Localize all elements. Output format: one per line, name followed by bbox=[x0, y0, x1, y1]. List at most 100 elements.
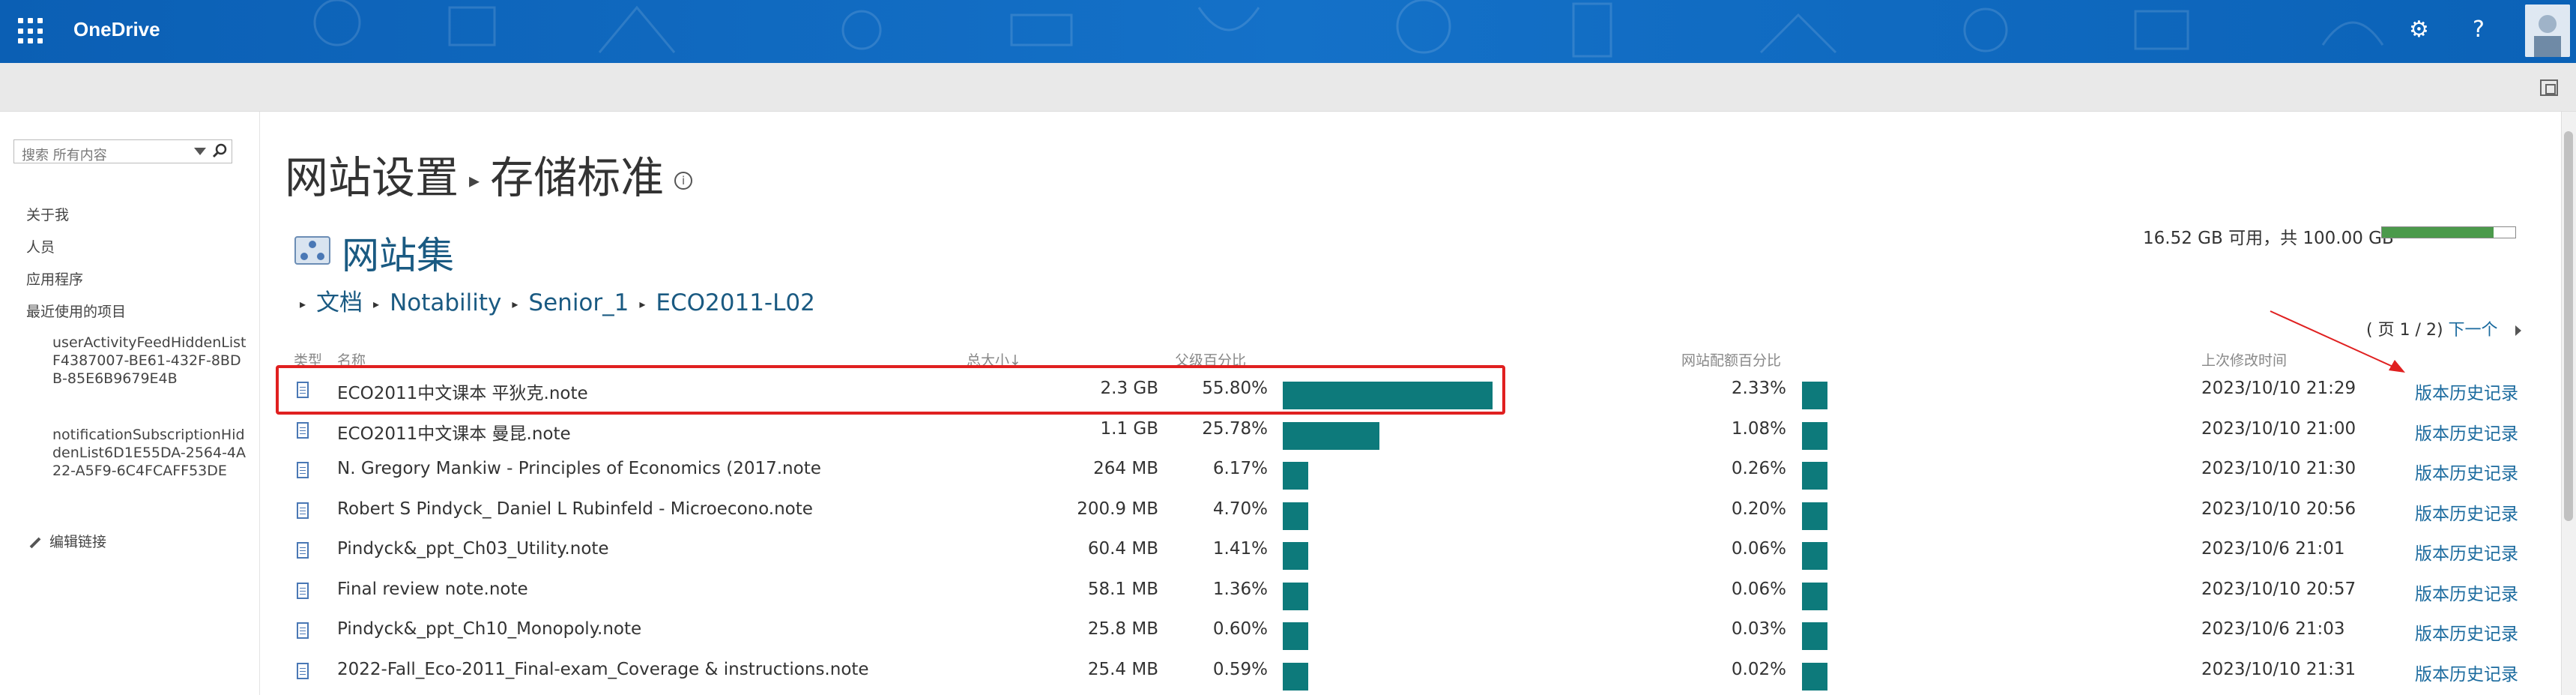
gear-icon[interactable]: ⚙ bbox=[2409, 16, 2429, 43]
column-header-parent-percent[interactable]: 父级百分比 bbox=[1175, 352, 1247, 369]
site-collection-icon bbox=[294, 236, 330, 265]
file-name[interactable]: Pindyck&_ppt_Ch03_Utility.note bbox=[337, 539, 609, 559]
help-icon[interactable]: ? bbox=[2473, 16, 2485, 43]
nav-link-recent[interactable]: 最近使用的项目 bbox=[26, 304, 127, 320]
search-input[interactable]: 搜索 所有内容 bbox=[13, 139, 232, 163]
avatar[interactable] bbox=[2525, 4, 2570, 57]
file-size: 60.4 MB bbox=[1087, 539, 1158, 559]
edit-links-label: 编辑链接 bbox=[49, 534, 107, 550]
modified-date: 2023/10/10 20:57 bbox=[2201, 579, 2356, 599]
top-bar: OneDrive ⚙ ? bbox=[0, 0, 2576, 63]
modified-date: 2023/10/6 21:03 bbox=[2201, 619, 2345, 639]
breadcrumb-item[interactable]: Notability bbox=[390, 289, 502, 316]
column-header-type[interactable]: 类型 bbox=[294, 352, 323, 369]
scrollbar-thumb[interactable] bbox=[2564, 131, 2573, 521]
next-page-link[interactable]: 下一个 bbox=[2448, 321, 2498, 340]
next-arrow-icon[interactable] bbox=[2515, 325, 2521, 336]
file-name[interactable]: N. Gregory Mankiw - Principles of Econom… bbox=[337, 459, 821, 478]
modified-date: 2023/10/10 21:31 bbox=[2201, 659, 2356, 679]
file-size: 200.9 MB bbox=[1077, 499, 1158, 519]
column-header-size[interactable]: 总大小↓ bbox=[967, 352, 1021, 369]
left-navigation: 搜索 所有内容 关于我 人员 应用程序 最近使用的项目 userActivity… bbox=[0, 112, 260, 695]
site-percent: 0.03% bbox=[1731, 619, 1786, 639]
parent-percent: 1.41% bbox=[1212, 539, 1268, 559]
site-percent: 1.08% bbox=[1731, 418, 1786, 439]
breadcrumb: ▸ 文档 ▸ Notability ▸ Senior_1 ▸ ECO2011-L02 bbox=[300, 283, 815, 317]
file-name[interactable]: ECO2011中文课本 曼昆.note bbox=[337, 424, 571, 444]
version-history-link[interactable]: 版本历史记录 bbox=[2415, 625, 2518, 644]
column-header-modified[interactable]: 上次修改时间 bbox=[2201, 352, 2288, 369]
brand-name[interactable]: OneDrive bbox=[73, 18, 160, 40]
modified-date: 2023/10/6 21:01 bbox=[2201, 539, 2345, 559]
avatar-image bbox=[2525, 4, 2570, 57]
annotation-arrow bbox=[2270, 310, 2405, 373]
site-collection-title[interactable]: 网站集 bbox=[342, 234, 454, 277]
document-icon bbox=[297, 542, 309, 559]
file-name[interactable]: Final review note.note bbox=[337, 579, 528, 599]
search-placeholder: 搜索 所有内容 bbox=[22, 148, 107, 163]
edit-links-button[interactable]: 编辑链接 bbox=[28, 531, 106, 551]
version-history-link[interactable]: 版本历史记录 bbox=[2415, 504, 2518, 524]
parent-percent: 1.36% bbox=[1212, 579, 1268, 599]
app-launcher-icon[interactable] bbox=[18, 18, 45, 45]
file-name[interactable]: ECO2011中文课本 平狄克.note bbox=[337, 384, 588, 403]
column-header-site-percent[interactable]: 网站配额百分比 bbox=[1681, 352, 1782, 369]
parent-percent-bar bbox=[1283, 382, 1493, 409]
file-size: 25.8 MB bbox=[1087, 619, 1158, 639]
nav-recent-item[interactable]: notificationSubscriptionHiddenList6D1E55… bbox=[52, 427, 247, 479]
version-history-link[interactable]: 版本历史记录 bbox=[2415, 464, 2518, 484]
parent-percent-bar bbox=[1283, 662, 1308, 691]
site-percent: 0.20% bbox=[1731, 499, 1786, 519]
parent-percent-bar bbox=[1283, 462, 1308, 490]
site-percent-bar bbox=[1802, 662, 1827, 691]
site-percent-bar bbox=[1802, 462, 1827, 490]
table-row: 2022-Fall_Eco-2011_Final-exam_Coverage &… bbox=[285, 652, 2533, 692]
quota-bar-fill bbox=[2382, 227, 2494, 238]
site-percent-bar bbox=[1802, 382, 1827, 409]
version-history-link[interactable]: 版本历史记录 bbox=[2415, 384, 2518, 403]
parent-percent: 25.78% bbox=[1202, 418, 1268, 439]
table-row: Robert S Pindyck_ Daniel L Rubinfeld - M… bbox=[285, 492, 2533, 532]
pager: ( 页 1 / 2) 下一个 bbox=[2366, 316, 2521, 340]
breadcrumb-item[interactable]: ECO2011-L02 bbox=[656, 289, 815, 316]
quota-bar bbox=[2381, 226, 2516, 238]
highlight-box bbox=[276, 365, 1505, 415]
table-row: Pindyck&_ppt_Ch03_Utility.note 60.4 MB 1.4… bbox=[285, 532, 2533, 571]
page-title: 网站设置 ▸ 存储标准 i bbox=[285, 142, 693, 205]
chevron-down-icon[interactable] bbox=[194, 148, 206, 155]
parent-percent-bar bbox=[1283, 421, 1380, 450]
file-size: 264 MB bbox=[1093, 459, 1158, 478]
modified-date: 2023/10/10 20:56 bbox=[2201, 499, 2356, 519]
site-percent-bar bbox=[1802, 542, 1827, 570]
version-history-link[interactable]: 版本历史记录 bbox=[2415, 664, 2518, 685]
file-size: 1.1 GB bbox=[1100, 418, 1159, 439]
version-history-link[interactable]: 版本历史记录 bbox=[2415, 424, 2518, 444]
site-percent: 0.06% bbox=[1731, 579, 1786, 599]
file-name[interactable]: Robert S Pindyck_ Daniel L Rubinfeld - M… bbox=[337, 499, 813, 519]
version-history-link[interactable]: 版本历史记录 bbox=[2415, 544, 2518, 564]
table-row: ECO2011中文课本 平狄克.note 2.3 GB 55.80% 2.33% 202… bbox=[285, 371, 2533, 411]
breadcrumb-item[interactable]: Senior_1 bbox=[528, 289, 629, 316]
nav-link-about-me[interactable]: 关于我 bbox=[26, 207, 70, 223]
site-percent-bar bbox=[1802, 622, 1827, 650]
info-icon[interactable]: i bbox=[674, 171, 693, 190]
parent-percent-bar bbox=[1283, 502, 1308, 530]
site-percent-bar bbox=[1802, 582, 1827, 610]
breadcrumb-item[interactable]: 文档 bbox=[316, 289, 363, 316]
title-site-settings[interactable]: 网站设置 bbox=[285, 152, 459, 203]
file-name[interactable]: 2022-Fall_Eco-2011_Final-exam_Coverage &… bbox=[337, 659, 869, 679]
file-name[interactable]: Pindyck&_ppt_Ch10_Monopoly.note bbox=[337, 619, 642, 639]
document-icon bbox=[297, 462, 309, 478]
column-header-name[interactable]: 名称 bbox=[337, 352, 366, 369]
document-icon bbox=[297, 382, 309, 398]
version-history-link[interactable]: 版本历史记录 bbox=[2415, 584, 2518, 604]
file-size: 2.3 GB bbox=[1100, 379, 1159, 398]
nav-recent-item[interactable]: userActivityFeedHiddenListF4387007-BE61-… bbox=[52, 334, 247, 387]
table-row: Pindyck&_ppt_Ch10_Monopoly.note 25.8 MB 0.… bbox=[285, 612, 2533, 652]
nav-link-apps[interactable]: 应用程序 bbox=[26, 271, 84, 288]
pencil-icon bbox=[29, 537, 41, 548]
focus-mode-icon[interactable] bbox=[2540, 79, 2558, 96]
search-icon[interactable] bbox=[212, 143, 227, 158]
nav-link-people[interactable]: 人员 bbox=[26, 239, 55, 256]
modified-date: 2023/10/10 21:29 bbox=[2201, 379, 2356, 398]
